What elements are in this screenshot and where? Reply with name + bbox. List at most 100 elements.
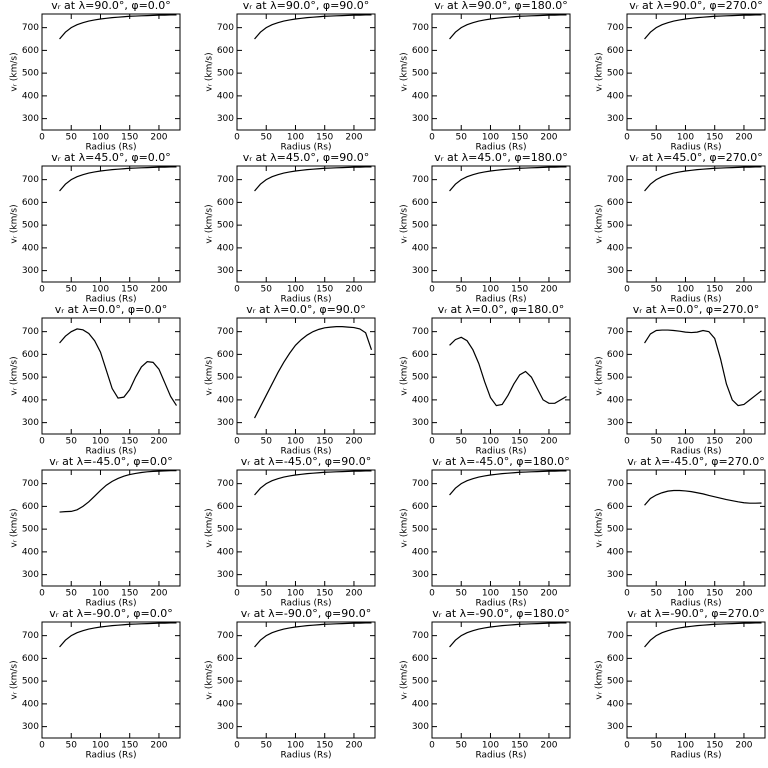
x-tick-label: 50	[456, 589, 468, 599]
x-tick-label: 200	[540, 285, 557, 295]
x-tick-label: 150	[511, 133, 528, 143]
x-tick-label: 0	[429, 589, 435, 599]
panel: vᵣ at λ=45.0°, φ=90.0° Radius (Rs) vᵣ (km/…	[205, 151, 376, 305]
x-tick-label: 100	[92, 133, 109, 143]
panel: vᵣ at λ=-45.0°, φ=180.0° Radius (Rs) vᵣ (k…	[400, 455, 571, 609]
panel: vᵣ at λ=90.0°, φ=90.0° Radius (Rs) vᵣ (km/…	[205, 0, 376, 153]
x-tick-label: 50	[66, 133, 78, 143]
y-tick-label: 500	[412, 677, 429, 687]
x-tick-label: 150	[706, 589, 723, 599]
y-tick-label: 700	[412, 175, 429, 185]
x-tick-label: 100	[482, 589, 499, 599]
chart-title: vᵣ at λ=0.0°, φ=270.0°	[633, 303, 760, 316]
y-tick-label: 300	[607, 266, 624, 276]
x-tick-label: 50	[456, 437, 468, 447]
x-tick-label: 50	[651, 589, 663, 599]
x-tick-label: 50	[651, 437, 663, 447]
x-tick-label: 0	[39, 437, 45, 447]
plot-frame	[431, 621, 571, 739]
panel: vᵣ at λ=-90.0°, φ=180.0° Radius (Rs) vᵣ (k…	[400, 607, 571, 761]
y-tick-label: 700	[607, 175, 624, 185]
x-tick-label: 100	[677, 285, 694, 295]
x-tick-label: 200	[345, 437, 362, 447]
x-tick-label: 150	[316, 133, 333, 143]
panel: vᵣ at λ=-90.0°, φ=90.0° Radius (Rs) vᵣ (km…	[205, 607, 376, 761]
chart-title: vᵣ at λ=0.0°, φ=90.0°	[246, 303, 366, 316]
x-tick-label: 0	[624, 437, 630, 447]
line	[449, 166, 567, 192]
y-tick-label: 500	[22, 677, 39, 687]
y-tick-label: 700	[22, 479, 39, 489]
x-tick-label: 150	[706, 741, 723, 751]
x-tick-label: 100	[482, 133, 499, 143]
x-tick-label: 0	[39, 589, 45, 599]
y-tick-label: 400	[412, 91, 429, 101]
y-axis-label: vᵣ (km/s)	[595, 356, 605, 395]
y-axis-label: vᵣ (km/s)	[10, 204, 20, 243]
x-tick-label: 100	[287, 589, 304, 599]
x-axis-label: Radius (Rs)	[280, 447, 331, 457]
y-axis-label: vᵣ (km/s)	[400, 356, 410, 395]
y-tick-label: 600	[217, 350, 234, 360]
x-tick-label: 50	[651, 741, 663, 751]
y-tick-label: 600	[412, 46, 429, 56]
x-axis-label: Radius (Rs)	[670, 751, 721, 761]
panel: vᵣ at λ=-45.0°, φ=90.0° Radius (Rs) vᵣ (km…	[205, 455, 376, 609]
y-axis-label: vᵣ (km/s)	[595, 660, 605, 699]
x-tick-label: 200	[150, 741, 167, 751]
x-axis-label: Radius (Rs)	[670, 295, 721, 305]
panel: vᵣ at λ=0.0°, φ=0.0° Radius (Rs) vᵣ (km/s)…	[10, 303, 181, 457]
line	[59, 622, 177, 648]
x-tick-label: 0	[624, 589, 630, 599]
panel: vᵣ at λ=45.0°, φ=270.0° Radius (Rs) vᵣ (km…	[595, 151, 766, 305]
chart-title: vᵣ at λ=45.0°, φ=180.0°	[434, 151, 568, 164]
y-tick-label: 500	[607, 221, 624, 231]
y-tick-label: 600	[607, 502, 624, 512]
x-axis-label: Radius (Rs)	[475, 447, 526, 457]
y-tick-label: 300	[607, 114, 624, 124]
x-tick-label: 50	[651, 285, 663, 295]
x-tick-label: 200	[735, 285, 752, 295]
y-axis-label: vᵣ (km/s)	[10, 660, 20, 699]
chart-title: vᵣ at λ=-45.0°, φ=0.0°	[49, 455, 173, 468]
y-tick-label: 600	[412, 198, 429, 208]
x-tick-label: 100	[92, 589, 109, 599]
chart-title: vᵣ at λ=45.0°, φ=0.0°	[51, 151, 171, 164]
chart-title: vᵣ at λ=-90.0°, φ=270.0°	[627, 607, 765, 620]
y-tick-label: 400	[607, 243, 624, 253]
y-tick-label: 300	[22, 114, 39, 124]
x-tick-label: 50	[456, 133, 468, 143]
x-axis-label: Radius (Rs)	[475, 751, 526, 761]
x-tick-label: 50	[261, 133, 273, 143]
y-tick-label: 600	[22, 350, 39, 360]
x-tick-label: 50	[456, 741, 468, 751]
y-tick-label: 400	[217, 395, 234, 405]
x-tick-label: 200	[735, 741, 752, 751]
panel: vᵣ at λ=90.0°, φ=270.0° Radius (Rs) vᵣ (km…	[595, 0, 766, 153]
x-tick-label: 150	[316, 589, 333, 599]
x-tick-label: 0	[624, 285, 630, 295]
line	[254, 14, 372, 40]
x-tick-label: 150	[706, 437, 723, 447]
x-axis-label: Radius (Rs)	[85, 447, 136, 457]
line	[449, 622, 567, 648]
y-tick-label: 500	[22, 525, 39, 535]
y-tick-label: 300	[607, 418, 624, 428]
y-tick-label: 400	[22, 699, 39, 709]
x-tick-label: 200	[735, 589, 752, 599]
y-tick-label: 500	[607, 69, 624, 79]
panel: vᵣ at λ=-45.0°, φ=270.0° Radius (Rs) vᵣ (k…	[595, 455, 766, 609]
y-tick-label: 300	[217, 418, 234, 428]
x-tick-label: 50	[261, 437, 273, 447]
x-tick-label: 150	[316, 437, 333, 447]
x-tick-label: 200	[735, 133, 752, 143]
y-tick-label: 700	[217, 479, 234, 489]
panel: vᵣ at λ=0.0°, φ=180.0° Radius (Rs) vᵣ (km/…	[400, 303, 571, 457]
x-tick-label: 50	[66, 437, 78, 447]
x-axis-label: Radius (Rs)	[670, 447, 721, 457]
y-tick-label: 700	[607, 479, 624, 489]
panel: vᵣ at λ=0.0°, φ=270.0° Radius (Rs) vᵣ (km/…	[595, 303, 766, 457]
x-tick-label: 200	[150, 589, 167, 599]
y-tick-label: 500	[412, 221, 429, 231]
plot-frame	[626, 469, 766, 587]
